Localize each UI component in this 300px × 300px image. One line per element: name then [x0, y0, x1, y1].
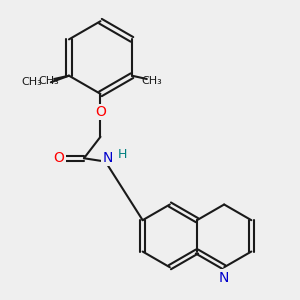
Text: H: H	[118, 148, 127, 161]
Text: O: O	[54, 151, 64, 165]
Text: CH₃: CH₃	[141, 76, 162, 85]
Text: N: N	[103, 151, 113, 165]
Text: CH₃: CH₃	[39, 76, 60, 85]
Text: CH₃: CH₃	[22, 77, 43, 87]
Text: O: O	[95, 105, 106, 119]
Text: N: N	[219, 271, 229, 284]
